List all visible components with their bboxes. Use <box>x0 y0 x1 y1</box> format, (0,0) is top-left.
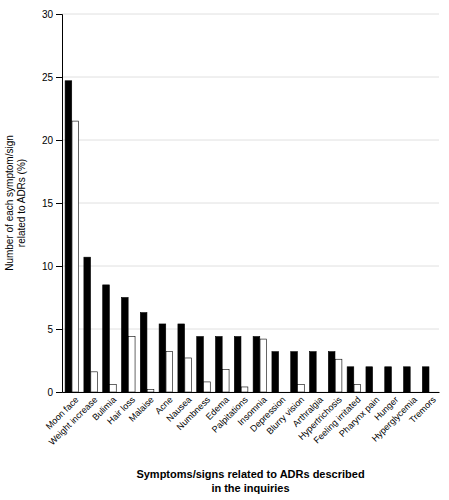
plot: 0 5 10 15 20 25 30 Moon faceWeight increaseBuli… <box>42 9 440 447</box>
tick-label: 0 <box>47 387 53 398</box>
bar <box>253 337 260 392</box>
tick-label: Weight increase <box>47 395 100 448</box>
tick: 15 <box>42 198 62 209</box>
tick-label: 5 <box>47 324 53 335</box>
tick-mark <box>56 77 62 78</box>
bar <box>84 257 91 392</box>
bar-series <box>72 121 361 392</box>
bar <box>298 384 305 392</box>
y-axis-title: Number of each symptom/signrelated to AD… <box>4 135 27 271</box>
grid-line <box>62 14 439 15</box>
bar <box>347 367 354 392</box>
tick-mark <box>56 14 62 15</box>
bar <box>197 337 204 392</box>
x-axis-title: Symptoms/signs related to ADRs described… <box>136 468 364 494</box>
grid-line <box>62 266 439 267</box>
bar <box>316 392 323 393</box>
axis-line <box>63 392 440 393</box>
bar <box>354 384 361 392</box>
grid-line <box>62 140 439 141</box>
tick-mark <box>56 266 62 267</box>
tick-label: 20 <box>42 135 54 146</box>
bar <box>178 324 185 392</box>
grid-line <box>62 203 439 204</box>
bar <box>366 367 373 392</box>
bar <box>385 367 392 392</box>
bar <box>310 352 317 392</box>
tick: 20 <box>42 135 62 146</box>
bar <box>72 121 79 392</box>
bar <box>373 392 380 393</box>
x-axis: Moon faceWeight increaseBulimiaHair loss… <box>44 393 440 448</box>
bar <box>260 339 267 392</box>
bar <box>272 352 279 392</box>
tick-mark <box>56 392 62 393</box>
tick: 25 <box>42 72 62 83</box>
bar <box>291 352 298 392</box>
bar <box>147 389 154 392</box>
bar-series <box>65 81 429 392</box>
tick: 0 <box>47 387 62 398</box>
bar <box>110 384 117 392</box>
bar <box>185 358 192 392</box>
tick-label: 10 <box>42 261 54 272</box>
tick-label: 30 <box>42 9 54 20</box>
bar <box>429 392 436 393</box>
grid-line <box>62 77 439 78</box>
bar <box>335 359 342 392</box>
tick-mark <box>56 203 62 204</box>
tick-label: Malaise <box>127 395 156 424</box>
tick: Malaise <box>127 395 156 424</box>
bar <box>279 392 286 393</box>
tick-label: Tremors <box>407 394 438 425</box>
bar <box>159 324 166 392</box>
tick-mark <box>56 140 62 141</box>
bar <box>166 352 173 392</box>
grid-line <box>62 329 439 330</box>
bar <box>122 298 129 393</box>
bar <box>103 285 110 392</box>
bar <box>91 372 98 392</box>
tick-label: 25 <box>42 72 54 83</box>
bar <box>222 369 229 392</box>
bar <box>328 352 335 392</box>
tick-mark <box>56 329 62 330</box>
tick-label: 15 <box>42 198 54 209</box>
grid <box>62 14 439 392</box>
bars <box>65 81 429 392</box>
bar <box>128 337 135 392</box>
tick: 10 <box>42 261 62 272</box>
tick: Tremors <box>407 394 438 425</box>
bar <box>410 392 417 393</box>
axis-line <box>56 15 63 393</box>
tick: 5 <box>47 324 62 335</box>
tick: 30 <box>42 9 62 20</box>
bar <box>216 337 223 392</box>
bar <box>392 392 399 393</box>
bar <box>422 367 429 392</box>
bar <box>204 382 211 392</box>
chart: 0 5 10 15 20 25 30 Moon faceWeight increaseBuli… <box>0 0 449 500</box>
y-axis: 0 5 10 15 20 25 30 <box>42 9 63 398</box>
tick: Weight increase <box>47 395 100 448</box>
bar <box>241 387 248 392</box>
grid-line <box>62 392 439 393</box>
bar <box>234 337 241 392</box>
bar <box>140 313 147 392</box>
bar <box>404 367 411 392</box>
bar <box>65 81 72 392</box>
